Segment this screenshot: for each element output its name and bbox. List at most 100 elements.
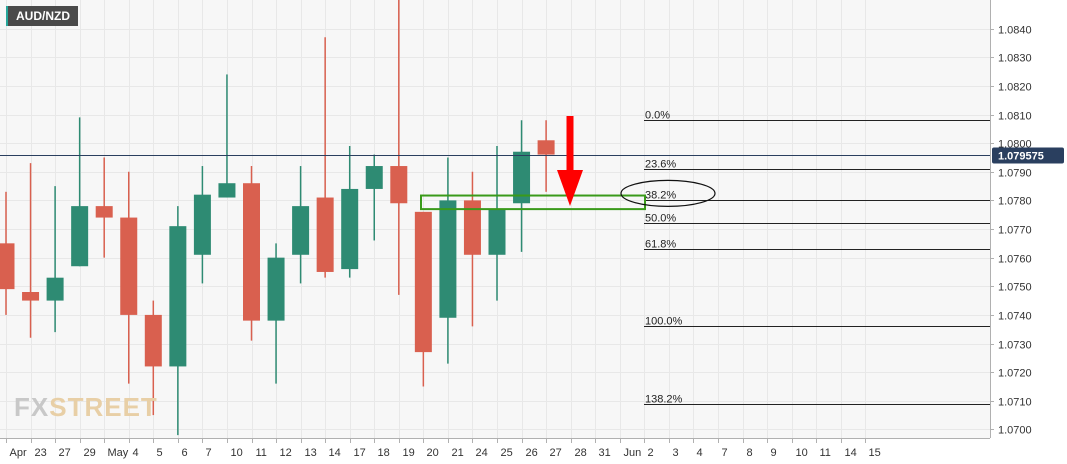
arrow-head	[557, 170, 583, 206]
y-tick-label: 1.0790	[998, 168, 1032, 180]
x-tick-label: 28	[575, 447, 587, 459]
candle-up	[46, 186, 64, 333]
candle-body	[267, 257, 285, 321]
candle-body	[144, 314, 162, 367]
x-tick-label: 5	[157, 447, 163, 459]
x-tick-label: 10	[796, 447, 808, 459]
x-tick-label: 9	[771, 447, 777, 459]
current-price-tag: 1.079575	[992, 147, 1064, 164]
svg-text:FXSTREET: FXSTREET	[14, 392, 158, 422]
y-tick-label: 1.0760	[998, 254, 1032, 266]
x-tick-label: 27	[59, 447, 71, 459]
candle-body	[292, 206, 310, 255]
x-tick-label: 18	[378, 447, 390, 459]
watermark-street: STREET	[49, 392, 158, 422]
x-tick-label: 7	[722, 447, 728, 459]
candle-down	[537, 120, 555, 192]
candle-up	[71, 117, 89, 267]
fibonacci-layer: 0.0% 23.6% 38.2% 50.0% 61.8% 100.0% 138.2%	[644, 110, 990, 406]
price-tag-box	[992, 147, 1064, 164]
x-tick-label: 20	[427, 447, 439, 459]
candle-layer	[0, 0, 555, 436]
x-tick-label: 14	[329, 447, 341, 459]
y-tick-label: 1.0710	[998, 397, 1032, 409]
x-tick-label: 31	[599, 447, 611, 459]
x-tick-label: 29	[84, 447, 96, 459]
candle-up	[488, 146, 506, 301]
fib-label: 0.0%	[645, 110, 670, 122]
y-tick-label: 1.0730	[998, 340, 1032, 352]
x-tick-label: 7	[206, 447, 212, 459]
x-tick-label: 10	[231, 447, 243, 459]
fib-label: 38.2%	[645, 190, 676, 202]
candle-body	[46, 277, 64, 301]
candle-body	[341, 188, 359, 270]
x-tick-label: 25	[501, 447, 513, 459]
candle-body	[365, 166, 383, 189]
x-tick-label: 27	[550, 447, 562, 459]
fib-label: 61.8%	[645, 239, 676, 251]
x-tick-label: 11	[256, 447, 267, 459]
fib-circle-highlight	[620, 179, 716, 207]
y-axis-labels: 1.0700 1.0710 1.0720 1.0730 1.0740 1.0750 1.07…	[990, 25, 1032, 437]
x-axis-labels: Apr 23 27 29 May 4 5 6 7 10 11 12 13 14 17 18 19 20 21 24 25…	[6, 438, 881, 459]
x-tick-label: 4	[133, 447, 139, 459]
x-tick-label: 19	[403, 447, 415, 459]
candle-down	[390, 0, 408, 295]
candle-up	[365, 154, 383, 241]
candle-down	[316, 37, 334, 278]
candle-body	[513, 151, 531, 204]
x-tick-label: 8	[747, 447, 753, 459]
fib-label: 23.6%	[645, 159, 676, 171]
candle-down	[463, 171, 481, 327]
candle-down	[95, 157, 113, 258]
candle-body	[120, 217, 138, 315]
candle-up	[218, 74, 236, 198]
support-zone-box	[420, 194, 646, 211]
y-tick-label: 1.0720	[998, 368, 1032, 380]
x-tick-label: 14	[845, 447, 857, 459]
x-tick-label: 11	[820, 447, 831, 459]
candle-up	[439, 157, 457, 364]
candle-body	[537, 140, 555, 155]
x-tick-label: 17	[354, 447, 366, 459]
watermark-fx: FX	[14, 392, 49, 422]
candle-up	[292, 166, 310, 284]
candle-body	[439, 200, 457, 318]
candle-down	[120, 171, 138, 384]
x-tick-label: 13	[305, 447, 317, 459]
candle-body	[95, 206, 113, 218]
y-tick-label: 1.0740	[998, 311, 1032, 323]
candle-body	[22, 292, 40, 301]
y-tick-label: 1.0780	[998, 196, 1032, 208]
candle-body	[218, 183, 236, 198]
candle-down	[414, 211, 432, 387]
candle-down	[243, 166, 260, 341]
fxstreet-watermark: FXSTREET	[14, 392, 158, 422]
y-tick-label: 1.0840	[998, 25, 1032, 37]
candle-body	[463, 200, 481, 255]
candle-body	[169, 226, 187, 367]
candle-body	[488, 208, 506, 255]
x-tick-label: 23	[35, 447, 47, 459]
x-tick-label: 12	[280, 447, 292, 459]
fib-label: 50.0%	[645, 213, 676, 225]
x-tick-label: 3	[673, 447, 679, 459]
arrow-shaft	[566, 116, 574, 172]
annotation-layer	[0, 116, 990, 211]
x-tick-label: Apr	[10, 447, 27, 459]
candle-up	[513, 120, 531, 252]
y-tick-label: 1.0750	[998, 282, 1032, 294]
candle-body	[316, 197, 334, 272]
candle-up	[169, 206, 187, 436]
x-tick-label: 26	[526, 447, 538, 459]
candle-down	[0, 191, 15, 315]
fib-label: 138.2%	[645, 394, 683, 406]
y-tick-label: 1.0770	[998, 225, 1032, 237]
price-tag-text: 1.079575	[998, 151, 1044, 163]
candle-down	[22, 163, 40, 338]
y-tick-label: 1.0820	[998, 82, 1032, 94]
x-tick-label: May	[108, 447, 129, 459]
